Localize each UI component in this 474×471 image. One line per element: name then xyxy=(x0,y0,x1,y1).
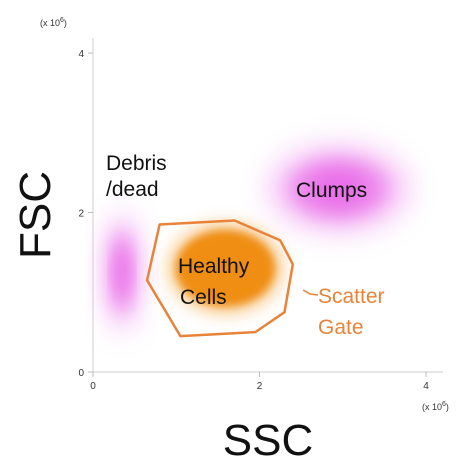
clumps-label-line-1: Clumps xyxy=(296,179,367,202)
y-axis-title: FSC xyxy=(11,171,60,259)
y-multiplier: (x 106) xyxy=(40,17,67,28)
y-tick-label-4: 4 xyxy=(78,49,84,60)
debris-dead-density-center xyxy=(114,248,130,297)
debris-label: Debris /dead xyxy=(106,152,173,201)
clumps-density-center xyxy=(310,171,367,207)
x-multiplier-base: (x 10 xyxy=(422,402,442,412)
healthy-cells-label: Healthy Cells xyxy=(178,255,255,309)
healthy-cells-blob xyxy=(176,230,275,307)
x-tick-label-4: 4 xyxy=(423,381,429,392)
x-multiplier-exponent: 6 xyxy=(442,401,446,408)
gate-label-leader xyxy=(302,289,319,296)
gate-label-line-1: Scatter xyxy=(318,285,385,308)
y-multiplier-base: (x 10 xyxy=(40,18,60,28)
debris-label-line-2: /dead xyxy=(106,178,159,201)
y-tick-label-2: 2 xyxy=(78,209,84,220)
scatter-gate-polygon xyxy=(145,219,295,338)
ticks-layer: 0 2 4 0 2 4 xyxy=(78,49,429,392)
y-tick-label-0: 0 xyxy=(78,368,84,379)
x-tick-label-2: 2 xyxy=(257,381,263,392)
clumps-label: Clumps xyxy=(296,179,367,202)
scatter-gate-label: Scatter Gate xyxy=(318,285,390,339)
x-tick-label-0: 0 xyxy=(90,381,96,392)
healthy-cells-layer xyxy=(169,224,282,313)
debris-label-line-1: Debris xyxy=(106,152,167,175)
density-layer xyxy=(103,144,410,333)
axes-layer xyxy=(92,38,443,373)
y-multiplier-exponent: 6 xyxy=(60,17,64,24)
gate-label-line-2: Gate xyxy=(318,316,364,339)
x-multiplier: (x 106) xyxy=(422,401,449,412)
healthy-label-line-2: Cells xyxy=(180,286,227,309)
healthy-label-line-1: Healthy xyxy=(178,255,250,278)
x-axis-title: SSC xyxy=(223,416,313,465)
